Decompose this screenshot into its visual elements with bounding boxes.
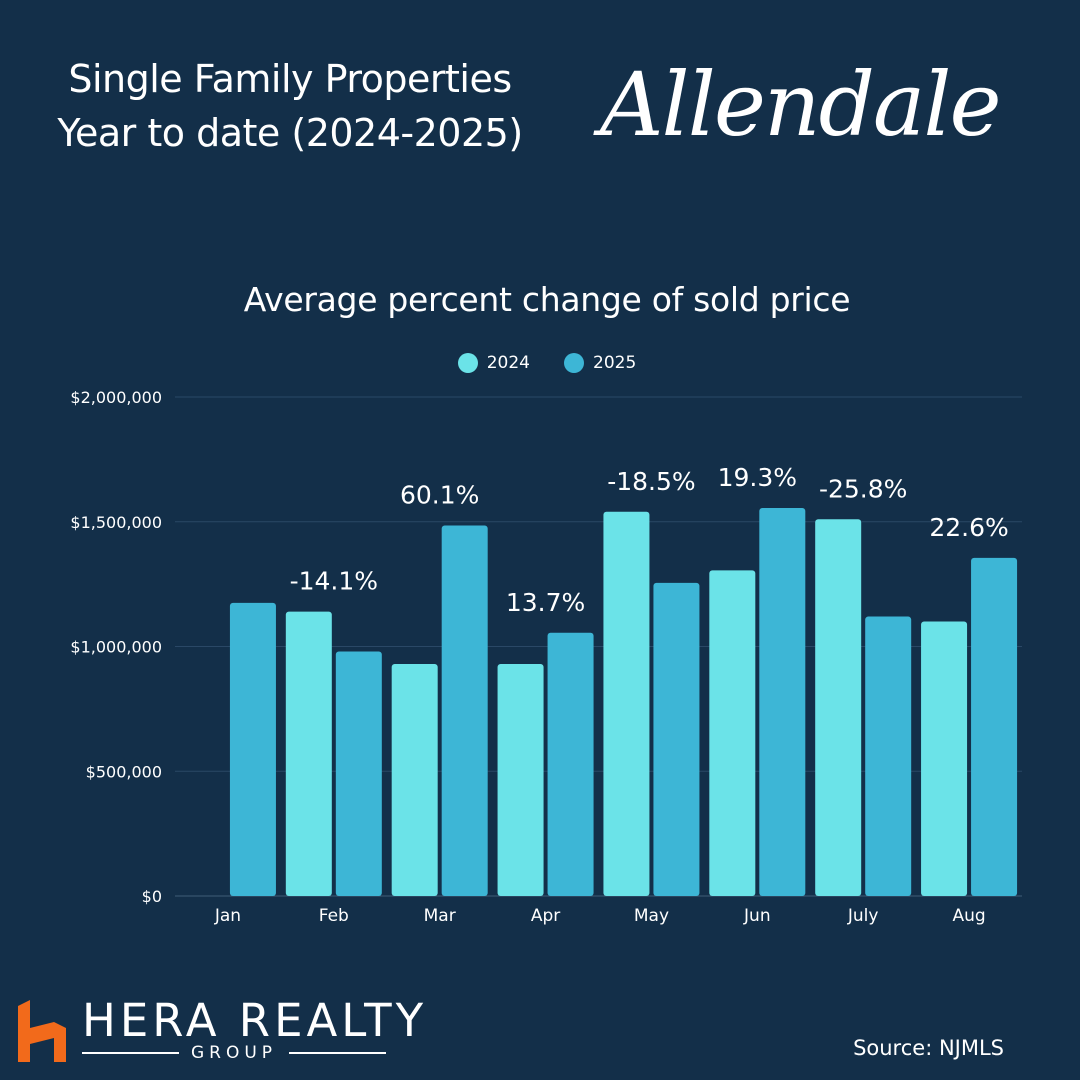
bar-chart: $0 $500,000 $1,000,000 $1,500,000 $2,000,000…	[70, 388, 1022, 926]
bar-2025-july	[865, 616, 912, 896]
percent-change-label: -25.8%	[819, 474, 907, 503]
x-tick-label: Apr	[531, 906, 560, 926]
legend-label-2025: 2025	[593, 353, 637, 373]
percent-change-label: 19.3%	[718, 463, 797, 492]
company-logo: HERA REALTY GROUP	[18, 996, 423, 1066]
percent-change-label: 60.1%	[400, 480, 479, 509]
legend-item-2025: 2025	[564, 350, 636, 376]
bar-2025-may	[653, 582, 700, 896]
x-tick-label: Feb	[319, 906, 349, 926]
bar-2025-feb	[335, 651, 382, 896]
page-title: Single Family Properties Year to date (2…	[20, 52, 560, 160]
bar-2025-aug	[971, 557, 1018, 896]
logo-divider-right	[289, 1052, 386, 1054]
chart-legend: 2024 2025	[0, 350, 1080, 376]
bar-2024-mar	[391, 663, 438, 896]
bar-2024-may	[603, 511, 650, 896]
legend-label-2024: 2024	[486, 353, 530, 373]
x-tick-label: July	[847, 906, 879, 926]
bar-2024-july	[815, 519, 862, 896]
bar-2024-aug	[921, 621, 968, 896]
logo-sub-row: GROUP	[82, 1042, 386, 1064]
x-tick-label: Aug	[952, 906, 985, 926]
percent-change-label: -18.5%	[607, 467, 695, 496]
bar-2024-apr	[497, 663, 544, 896]
x-tick-label: May	[634, 906, 669, 926]
bar-2024-jun	[709, 570, 756, 896]
title-line-1: Single Family Properties	[68, 57, 512, 101]
legend-swatch-2025	[564, 353, 584, 373]
y-tick-label: $500,000	[86, 762, 162, 781]
percent-change-label: 22.6%	[929, 513, 1008, 542]
bar-2025-jun	[759, 508, 806, 896]
town-script-title: Allendale	[600, 53, 1002, 156]
percent-change-label: -14.1%	[290, 567, 378, 596]
legend-swatch-2024	[457, 353, 478, 373]
percent-change-label: 13.7%	[506, 588, 585, 617]
source-note: Source: NJMLS	[853, 1036, 1004, 1060]
logo-name: HERA REALTY	[82, 994, 428, 1047]
title-line-2: Year to date (2024-2025)	[57, 111, 523, 155]
x-tick-label: Mar	[424, 906, 456, 926]
logo-divider-left	[82, 1052, 179, 1054]
chart-title: Average percent change of sold price	[243, 280, 851, 319]
y-tick-label: $2,000,000	[70, 388, 162, 407]
bar-2025-mar	[441, 525, 488, 896]
y-tick-label: $0	[142, 887, 162, 906]
bar-2024-feb	[285, 611, 332, 896]
logo-sub: GROUP	[190, 1043, 278, 1063]
y-tick-label: $1,000,000	[70, 638, 162, 657]
bar-2025-jan	[229, 602, 276, 896]
bar-2025-apr	[547, 632, 594, 896]
y-tick-label: $1,500,000	[70, 513, 162, 532]
x-tick-label: Jun	[743, 906, 771, 926]
legend-item-2024: 2024	[457, 350, 530, 376]
x-tick-label: Jan	[214, 906, 241, 926]
house-h-logo-icon	[18, 1000, 66, 1062]
